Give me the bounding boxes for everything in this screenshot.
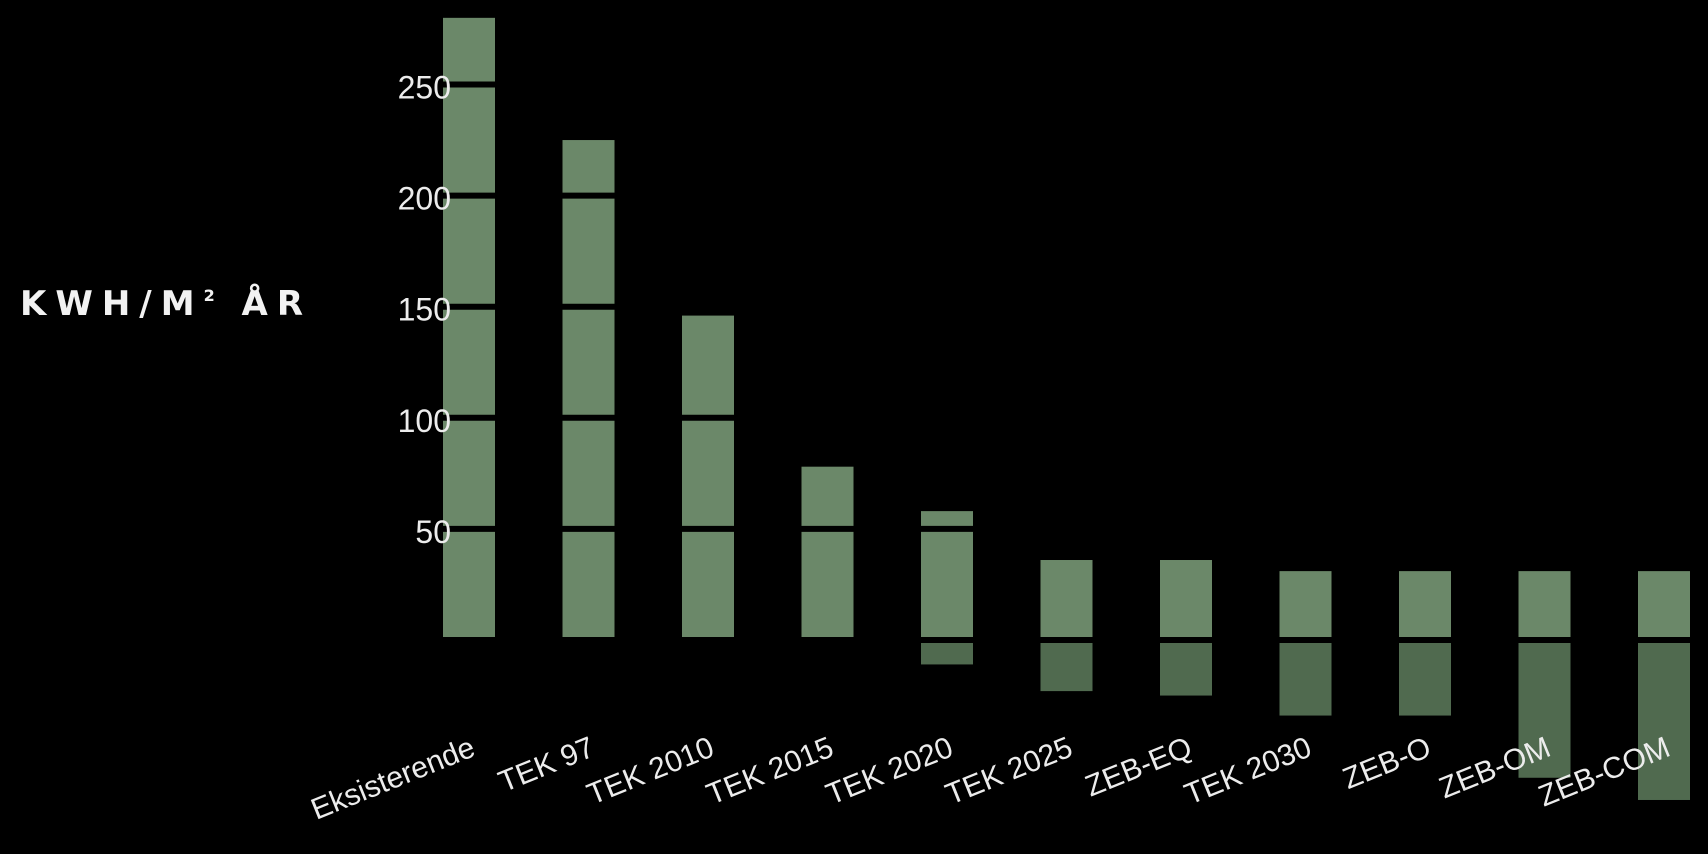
bar-positive <box>1160 560 1212 640</box>
bar-negative <box>921 640 973 665</box>
x-tick-label: ZEB-O <box>1338 731 1435 796</box>
x-tick-label: ZEB-EQ <box>1081 731 1197 803</box>
bar-positive <box>1518 571 1571 640</box>
bar-negative <box>1040 640 1093 692</box>
bar-positive <box>1638 571 1690 640</box>
bar-positive <box>562 140 615 641</box>
bar-negative <box>1160 640 1212 696</box>
bar-positive <box>443 17 495 640</box>
bar-positive <box>1040 560 1093 640</box>
x-tick-label: ZEB-OM <box>1435 731 1556 805</box>
x-tick-label: TEK 2010 <box>583 731 719 812</box>
bar-negative <box>1279 640 1332 716</box>
x-tick-label: Eksisterende <box>306 731 479 827</box>
bar-positive <box>801 466 854 640</box>
y-axis-label: KWH/M2 ÅR <box>20 284 313 324</box>
y-tick-label: 100 <box>398 403 451 439</box>
x-tick-label: TEK 2015 <box>702 731 838 812</box>
y-tick-label: 50 <box>415 514 451 550</box>
bar-positive <box>1279 571 1332 640</box>
x-tick-label: TEK 2025 <box>941 731 1077 812</box>
x-tick-label: TEK 2020 <box>822 731 958 812</box>
bar-positive <box>1399 571 1451 640</box>
x-tick-label: TEK 2030 <box>1180 731 1316 812</box>
bar-positive <box>682 315 734 640</box>
bar-negative <box>1399 640 1451 716</box>
y-tick-label: 200 <box>398 181 451 217</box>
bar-negative <box>1638 640 1690 800</box>
y-tick-label: 150 <box>398 292 451 328</box>
bar-positive <box>921 511 973 640</box>
y-tick-label: 250 <box>398 70 451 106</box>
x-tick-label: TEK 97 <box>494 731 599 799</box>
bar-negative <box>1518 640 1571 778</box>
